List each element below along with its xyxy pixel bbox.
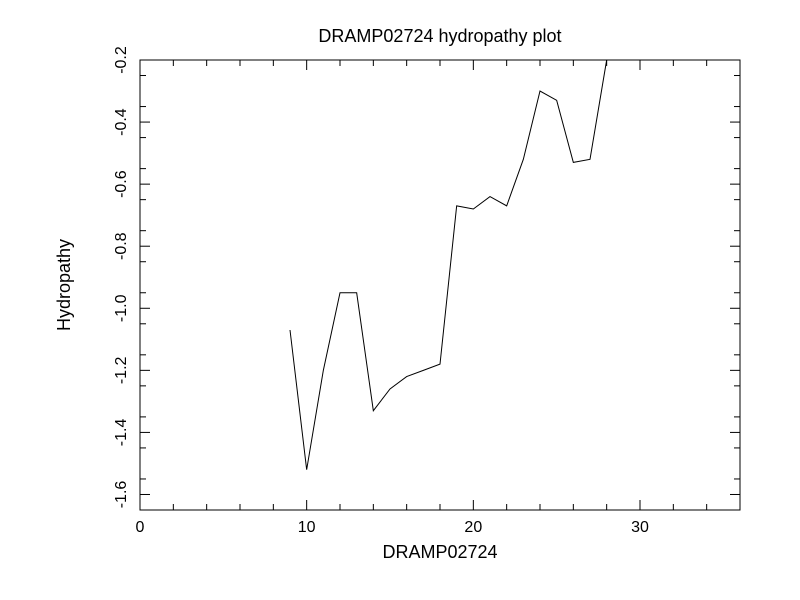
y-tick-label: -0.2: [113, 46, 130, 74]
x-tick-label: 10: [298, 519, 316, 536]
y-tick-label: -0.8: [113, 232, 130, 260]
plot-frame: [140, 60, 740, 510]
y-tick-label: -1.4: [113, 419, 130, 447]
x-axis-label: DRAMP02724: [382, 542, 497, 562]
y-tick-label: -1.0: [113, 294, 130, 322]
hydropathy-chart: 0 10 20 30 -1.6 -1.4 -1.2 -1.0 -0.8 -0.6 -0.4 -0.2 D…: [0, 0, 800, 600]
y-axis-label: Hydropathy: [54, 239, 74, 331]
hydropathy-line: [290, 60, 607, 470]
chart-title: DRAMP02724 hydropathy plot: [318, 26, 561, 46]
x-tick-label: 0: [136, 519, 145, 536]
x-tick-label: 30: [631, 519, 649, 536]
y-tick-label: -1.2: [113, 356, 130, 384]
y-tick-label: -0.4: [113, 108, 130, 136]
y-tick-label: -1.6: [113, 481, 130, 509]
y-tick-label: -0.6: [113, 170, 130, 198]
x-tick-label: 20: [464, 519, 482, 536]
